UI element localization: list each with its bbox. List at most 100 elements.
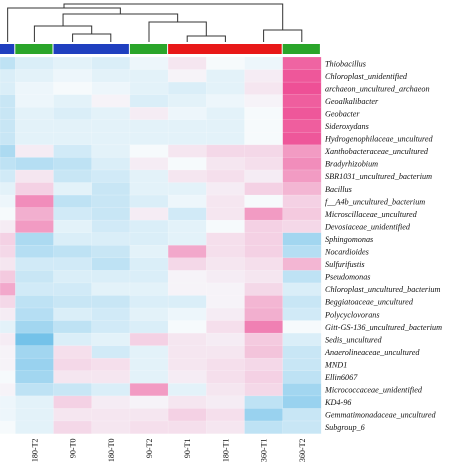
heatmap-cell [129, 132, 169, 146]
heatmap-cell [53, 295, 93, 309]
heatmap-cell [15, 219, 55, 234]
row-label: MND1 [324, 360, 347, 369]
heatmap-cell [0, 420, 16, 435]
heatmap-cell [0, 219, 16, 234]
heatmap-cell [129, 69, 169, 83]
heatmap-cell [206, 106, 246, 121]
heatmap-cell [0, 383, 16, 397]
group-bar-segment [129, 44, 168, 54]
heatmap-cell [244, 169, 284, 184]
heatmap-cell [91, 94, 131, 108]
heatmap-cell [91, 370, 131, 384]
heatmap-cell [15, 194, 55, 209]
row-label: Bradyrhizobium [325, 160, 378, 169]
row-label: Beggiatoaceae_uncultured [325, 298, 414, 307]
heatmap-cell [244, 295, 284, 309]
heatmap-cell [244, 157, 284, 171]
heatmap-cell [53, 232, 93, 246]
heatmap-cell [53, 81, 93, 96]
dendrogram-branch [148, 21, 207, 42]
heatmap-cell [91, 383, 131, 397]
heatmap-cell [0, 169, 16, 184]
heatmap-cell [91, 144, 131, 158]
heatmap-cell [244, 345, 284, 359]
heatmap-cell [15, 207, 55, 221]
heatmap-cell [129, 219, 169, 234]
heatmap-cell [282, 207, 322, 221]
heatmap-cell [15, 408, 55, 422]
heatmap-cell [206, 270, 246, 284]
heatmap-cell [206, 320, 246, 334]
row-label: Bacillus [325, 185, 352, 194]
heatmap-cell [53, 69, 93, 83]
heatmap-cell [53, 245, 93, 259]
heatmap-cell [167, 383, 207, 397]
heatmap-cell [53, 383, 93, 397]
heatmap-cell [0, 357, 16, 372]
heatmap-cell [167, 144, 207, 158]
heatmap-cell [0, 182, 16, 196]
heatmap-cell [206, 408, 246, 422]
heatmap-cell [15, 132, 55, 146]
heatmap-cell [282, 144, 322, 158]
heatmap-cell [91, 245, 131, 259]
heatmap-cell [129, 245, 169, 259]
heatmap-cell [0, 232, 16, 246]
heatmap-cell [282, 56, 322, 71]
heatmap-cell [15, 232, 55, 246]
row-label: Microscillaceae_uncultured [324, 210, 418, 219]
heatmap-cell [91, 408, 131, 422]
heatmap-cell [206, 420, 246, 435]
column-label: 90-T2 [145, 439, 154, 459]
heatmap-cell [15, 383, 55, 397]
heatmap-cell [91, 345, 131, 359]
heatmap-cell [244, 282, 284, 296]
dendrogram-branch [63, 3, 284, 30]
heatmap-cell [206, 157, 246, 171]
heatmap-cell [0, 295, 16, 309]
group-bar-segment [15, 44, 53, 54]
heatmap-cell [129, 408, 169, 422]
heatmap-cell [206, 345, 246, 359]
heatmap-cell [91, 106, 131, 121]
heatmap-cell [0, 345, 16, 359]
group-bar-segment [282, 44, 320, 54]
heatmap-cell [167, 169, 207, 184]
heatmap-cell [206, 357, 246, 372]
heatmap-cell [244, 383, 284, 397]
heatmap-cell [206, 395, 246, 409]
row-label: Devosiaceae_unidentified [324, 222, 411, 231]
heatmap-cell [167, 69, 207, 83]
heatmap-cell [244, 144, 284, 158]
heatmap-cell [91, 232, 131, 246]
heatmap-cell [167, 219, 207, 234]
heatmap-cell [244, 69, 284, 83]
heatmap-cell [206, 257, 246, 271]
row-label: Subgroup_6 [325, 423, 366, 432]
heatmap-cell [282, 94, 322, 108]
column-label: 360-T2 [298, 439, 307, 463]
heatmap-cell [244, 307, 284, 322]
heatmap-cell [244, 182, 284, 196]
heatmap-cell [91, 307, 131, 322]
heatmap-cells [0, 56, 322, 435]
column-dendrogram [7, 3, 303, 42]
heatmap-cell [206, 207, 246, 221]
heatmap-cell [91, 132, 131, 146]
heatmap-cell [0, 56, 16, 71]
heatmap-cell [206, 219, 246, 234]
heatmap-cell [206, 169, 246, 184]
heatmap-cell [282, 395, 322, 409]
heatmap-cell [0, 245, 16, 259]
heatmap-cell [167, 94, 207, 108]
heatmap-cell [206, 232, 246, 246]
heatmap-cell [206, 144, 246, 158]
heatmap-cell [129, 320, 169, 334]
row-labels: Thiobacillus Chloroplast_unidentifiedarch… [324, 59, 442, 432]
heatmap-cell [282, 119, 322, 133]
heatmap-cell [15, 106, 55, 121]
heatmap-cell [282, 408, 322, 422]
heatmap-cell [282, 232, 322, 246]
heatmap-cell [53, 144, 93, 158]
heatmap-cell [244, 56, 284, 71]
